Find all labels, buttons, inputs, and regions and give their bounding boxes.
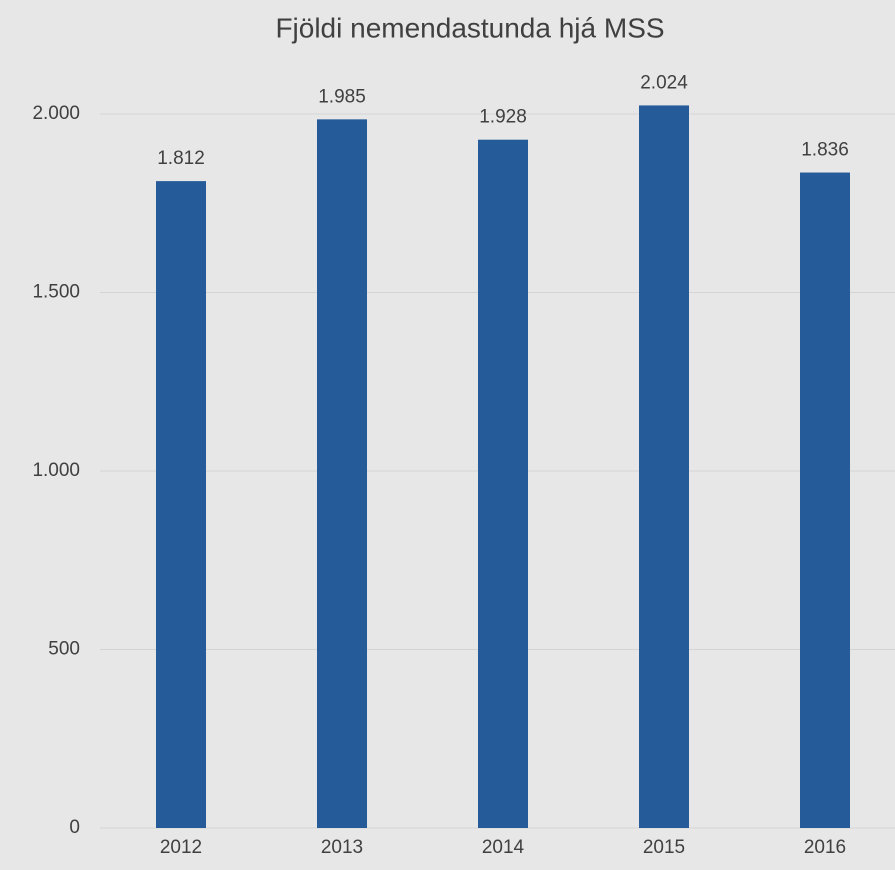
value-label: 1.836 xyxy=(801,140,849,161)
y-tick-label: 1.000 xyxy=(32,460,80,481)
y-tick-label: 500 xyxy=(48,639,80,660)
value-label: 2.024 xyxy=(640,72,688,93)
value-label: 1.928 xyxy=(479,107,527,128)
bar xyxy=(156,181,206,829)
bar xyxy=(800,172,850,829)
bar xyxy=(639,105,689,828)
x-tick-label: 2014 xyxy=(482,837,525,858)
value-label: 1.985 xyxy=(318,86,366,107)
x-tick-label: 2015 xyxy=(643,837,685,858)
y-tick-label: 0 xyxy=(69,817,80,838)
x-tick-label: 2016 xyxy=(804,837,846,858)
y-tick-label: 1.500 xyxy=(32,282,80,303)
bar xyxy=(317,119,367,829)
y-tick-label: 2.000 xyxy=(32,103,80,124)
value-label: 1.812 xyxy=(157,148,205,169)
x-tick-label: 2012 xyxy=(160,837,202,858)
bar xyxy=(478,139,528,829)
x-tick-label: 2013 xyxy=(321,837,363,858)
chart-title: Fjöldi nemendastunda hjá MSS xyxy=(275,12,664,43)
